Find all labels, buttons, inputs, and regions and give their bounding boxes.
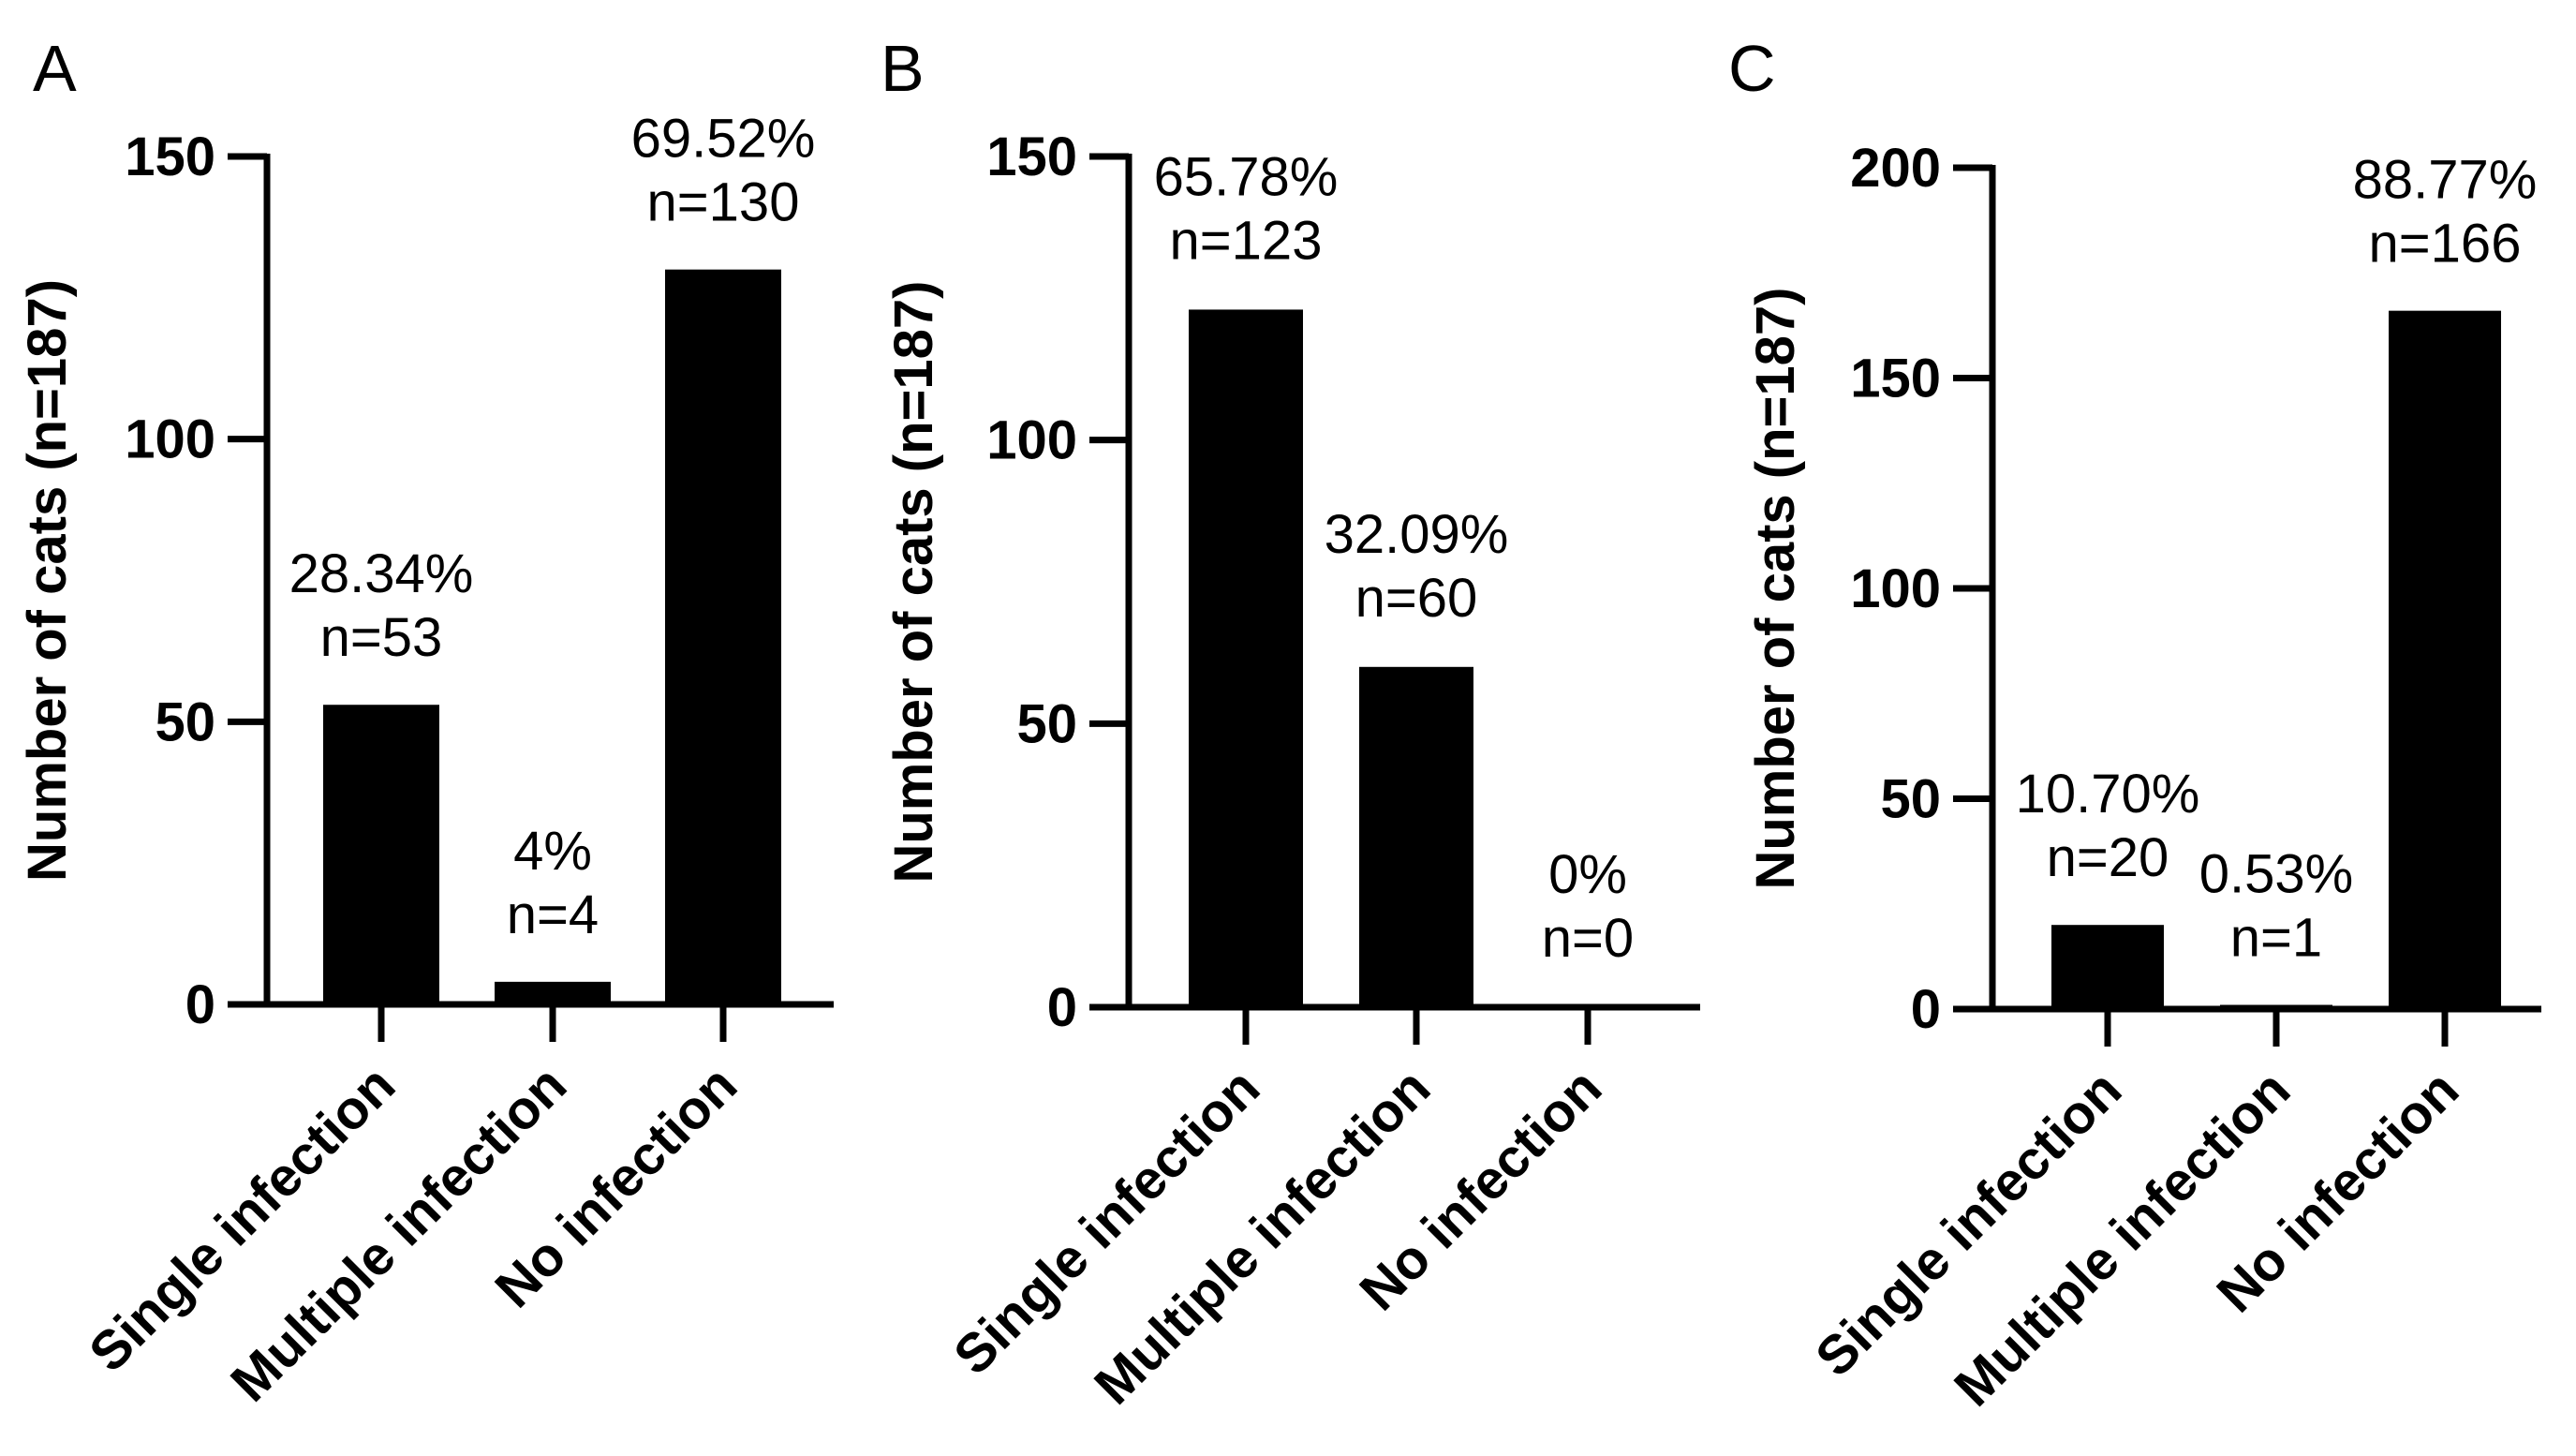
data-label-percent: 4% bbox=[513, 821, 592, 882]
y-tick-label: 50 bbox=[155, 691, 215, 752]
bar bbox=[665, 269, 781, 1005]
y-axis-label: Number of cats (n=187) bbox=[1745, 287, 1806, 889]
panel-letter: A bbox=[33, 32, 77, 105]
data-label-count: n=1 bbox=[2230, 908, 2322, 969]
bar bbox=[2051, 925, 2164, 1009]
y-tick-label: 0 bbox=[185, 974, 215, 1035]
data-label-count: n=4 bbox=[507, 884, 599, 945]
y-tick-label: 100 bbox=[986, 410, 1077, 471]
y-axis-label: Number of cats (n=187) bbox=[17, 279, 78, 882]
y-tick-label: 0 bbox=[1047, 977, 1077, 1038]
chart-panel-c: C 0 50 100 150 200 Number of cats (n=187) Singl… bbox=[1728, 32, 2541, 1418]
bar bbox=[2220, 1004, 2332, 1009]
bar bbox=[2389, 310, 2501, 1009]
y-tick-label: 50 bbox=[1880, 769, 1941, 830]
data-label-percent: 65.78% bbox=[1154, 146, 1339, 207]
y-tick-label: 200 bbox=[1850, 138, 1941, 199]
data-label-count: n=166 bbox=[2369, 214, 2522, 275]
data-label-percent: 69.52% bbox=[631, 109, 816, 170]
bar bbox=[1359, 666, 1473, 1007]
bar bbox=[495, 981, 611, 1004]
panel-letter: B bbox=[881, 32, 925, 105]
bar bbox=[1189, 309, 1303, 1007]
bar bbox=[323, 705, 439, 1004]
data-label-count: n=60 bbox=[1355, 568, 1478, 629]
data-label-percent: 28.34% bbox=[289, 543, 474, 604]
y-tick-label: 150 bbox=[986, 126, 1077, 187]
data-label-count: n=123 bbox=[1170, 210, 1323, 271]
x-tick-label: Single infection bbox=[1804, 1059, 2133, 1388]
y-tick-label: 0 bbox=[1911, 979, 1941, 1040]
y-tick-label: 100 bbox=[125, 409, 215, 470]
data-label-percent: 0% bbox=[1548, 844, 1627, 905]
data-label-percent: 88.77% bbox=[2353, 150, 2538, 211]
y-axis-label: Number of cats (n=187) bbox=[883, 280, 944, 883]
x-tick-label: Single infection bbox=[78, 1054, 407, 1383]
y-tick-label: 150 bbox=[125, 126, 215, 187]
data-label-count: n=20 bbox=[2047, 827, 2169, 888]
y-tick-label: 100 bbox=[1850, 558, 1941, 619]
data-label-percent: 10.70% bbox=[2016, 764, 2200, 825]
panel-letter: C bbox=[1728, 32, 1776, 105]
data-label-count: n=53 bbox=[320, 607, 443, 668]
chart-panel-a: A 0 50 100 150 Number of cats (n=187) Single i… bbox=[17, 32, 834, 1413]
y-tick-label: 150 bbox=[1850, 349, 1941, 409]
chart-panel-b: B 0 50 100 150 Number of cats (n=187) Single i… bbox=[881, 32, 1700, 1416]
data-label-count: n=0 bbox=[1542, 908, 1634, 969]
x-tick-label: Multiple infection bbox=[1083, 1057, 1442, 1416]
data-label-count: n=130 bbox=[647, 172, 800, 233]
data-label-percent: 32.09% bbox=[1325, 504, 1509, 565]
data-label-percent: 0.53% bbox=[2199, 844, 2353, 905]
x-tick-label: Single infection bbox=[942, 1057, 1271, 1386]
x-tick-label: Multiple infection bbox=[219, 1054, 578, 1413]
y-tick-label: 50 bbox=[1016, 693, 1077, 754]
